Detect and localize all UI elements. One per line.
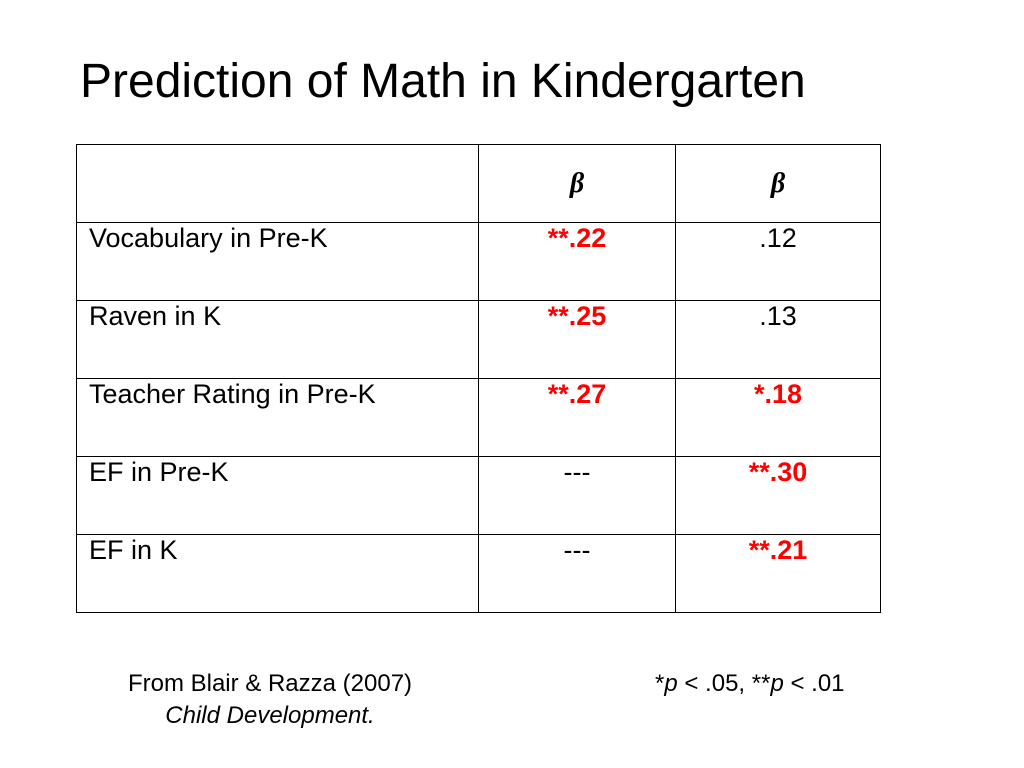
table-row: EF in Pre-K --- **.30 bbox=[76, 456, 881, 535]
row-label: Teacher Rating in Pre-K bbox=[76, 378, 479, 457]
regression-table: β β Vocabulary in Pre-K **.22 .12 Raven … bbox=[76, 144, 881, 613]
coefficient-cell: --- bbox=[478, 456, 676, 535]
significance-footnote: *p < .05, **p < .01 bbox=[655, 668, 845, 700]
footnote-star-single: * bbox=[655, 670, 665, 697]
table-row: EF in K --- **.21 bbox=[76, 534, 881, 613]
footnote-star-double: ** bbox=[751, 670, 771, 697]
table-header-beta-2: β bbox=[675, 144, 881, 223]
table-row: Vocabulary in Pre-K **.22 .12 bbox=[76, 222, 881, 301]
coefficient-cell: **.30 bbox=[675, 456, 881, 535]
citation-text: From Blair & Razza (2007) bbox=[127, 670, 413, 697]
coefficient-cell: **.21 bbox=[675, 534, 881, 613]
coefficient-cell: **.22 bbox=[478, 222, 676, 301]
row-label: Raven in K bbox=[76, 300, 479, 379]
footnote-p-symbol: p bbox=[770, 670, 784, 697]
journal-name: Child Development. bbox=[165, 702, 375, 729]
row-label: Vocabulary in Pre-K bbox=[76, 222, 479, 301]
source-citation: From Blair & Razza (2007) Child Developm… bbox=[120, 668, 420, 732]
footnote-threshold-05: < .05, bbox=[677, 670, 752, 697]
row-label: EF in Pre-K bbox=[76, 456, 479, 535]
footnote-threshold-01: < .01 bbox=[783, 670, 845, 697]
coefficient-cell: .12 bbox=[675, 222, 881, 301]
coefficient-cell: .13 bbox=[675, 300, 881, 379]
footnote-p-symbol: p bbox=[664, 670, 678, 697]
coefficient-cell: **.25 bbox=[478, 300, 676, 379]
table-row: Teacher Rating in Pre-K **.27 *.18 bbox=[76, 378, 881, 457]
table-header-empty bbox=[76, 144, 479, 223]
slide-title: Prediction of Math in Kindergarten bbox=[80, 55, 806, 108]
table-header-beta-1: β bbox=[478, 144, 676, 223]
coefficient-cell: --- bbox=[478, 534, 676, 613]
coefficient-cell: *.18 bbox=[675, 378, 881, 457]
coefficient-cell: **.27 bbox=[478, 378, 676, 457]
table-header-row: β β bbox=[76, 144, 881, 223]
table-row: Raven in K **.25 .13 bbox=[76, 300, 881, 379]
row-label: EF in K bbox=[76, 534, 479, 613]
